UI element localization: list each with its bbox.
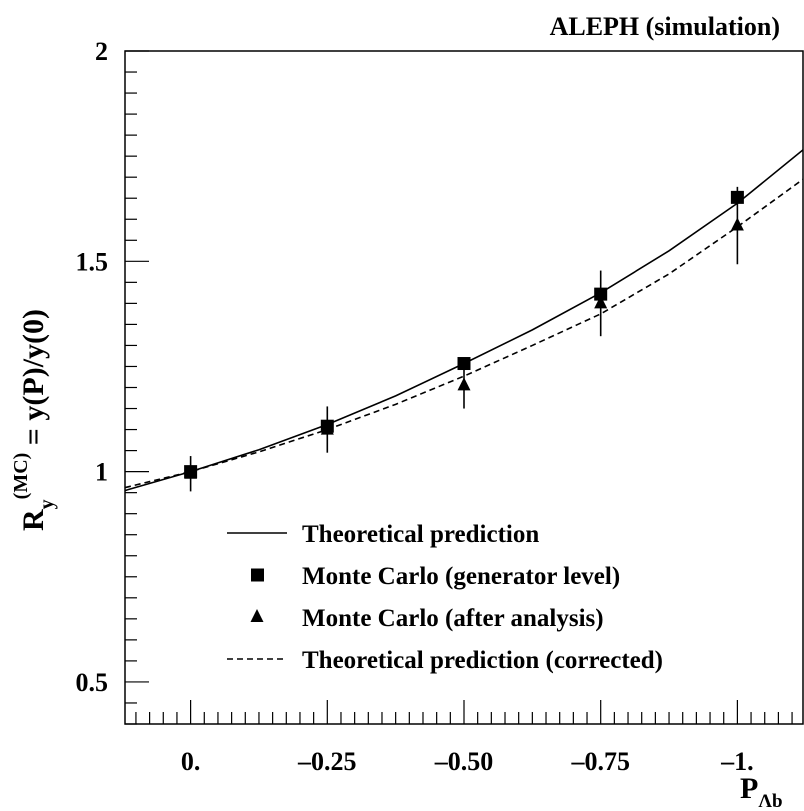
y-tick-label: 2	[95, 37, 108, 66]
square-point	[730, 190, 744, 204]
y-tick-label: 0.5	[76, 668, 109, 697]
x-axis-tick-labels: 0. –0.25 –0.50 –0.75 –1.	[181, 747, 754, 776]
x-axis-ticks	[135, 700, 793, 724]
legend-square-marker	[251, 568, 264, 582]
series-layer	[125, 149, 803, 492]
legend-label: Monte Carlo (generator level)	[302, 563, 620, 590]
y-axis-ticks	[125, 50, 149, 725]
y-tick-label: 1	[95, 458, 108, 487]
legend-label: Monte Carlo (after analysis)	[302, 605, 604, 632]
x-tick-label: –0.25	[297, 747, 357, 776]
triangle-point	[457, 377, 471, 391]
x-axis-title: PΛb	[740, 772, 783, 811]
square-point	[594, 287, 608, 301]
svg-text:PΛb: PΛb	[740, 772, 783, 811]
y-label-rest: = y(P)/y(0)	[17, 309, 50, 453]
y-axis-title: Ry (MC) = y(P)/y(0)	[10, 309, 58, 531]
y-tick-label: 1.5	[76, 247, 109, 276]
theory-curve	[125, 149, 803, 492]
x-tick-label: –0.50	[434, 747, 494, 776]
chart-title: ALEPH (simulation)	[550, 12, 780, 41]
y-label-sup: (MC)	[10, 453, 32, 500]
x-tick-label: 0.	[181, 747, 201, 776]
legend-label: Theoretical prediction	[302, 521, 539, 548]
svg-text:Ry(MC) = y(P)/y(0): Ry (MC) = y(P)/y(0)	[10, 309, 58, 531]
square-point	[320, 419, 334, 433]
legend: Theoretical prediction Monte Carlo (gener…	[227, 521, 663, 674]
theory-corrected-curve	[125, 178, 803, 489]
triangle-point	[730, 217, 744, 231]
x-label-sub: Λb	[758, 791, 782, 811]
y-axis-tick-labels: 0.5 1 1.5 2	[76, 37, 109, 697]
square-point	[457, 357, 471, 371]
legend-triangle-marker	[250, 609, 264, 622]
square-point	[184, 465, 198, 479]
x-label-main: P	[740, 772, 758, 805]
y-label-sub: y	[36, 499, 58, 509]
legend-label: Theoretical prediction (corrected)	[302, 647, 663, 674]
y-label-main: R	[17, 509, 50, 531]
triangle-point	[594, 295, 608, 309]
x-tick-label: –0.75	[570, 747, 630, 776]
x-tick-label: –1.	[720, 747, 754, 776]
